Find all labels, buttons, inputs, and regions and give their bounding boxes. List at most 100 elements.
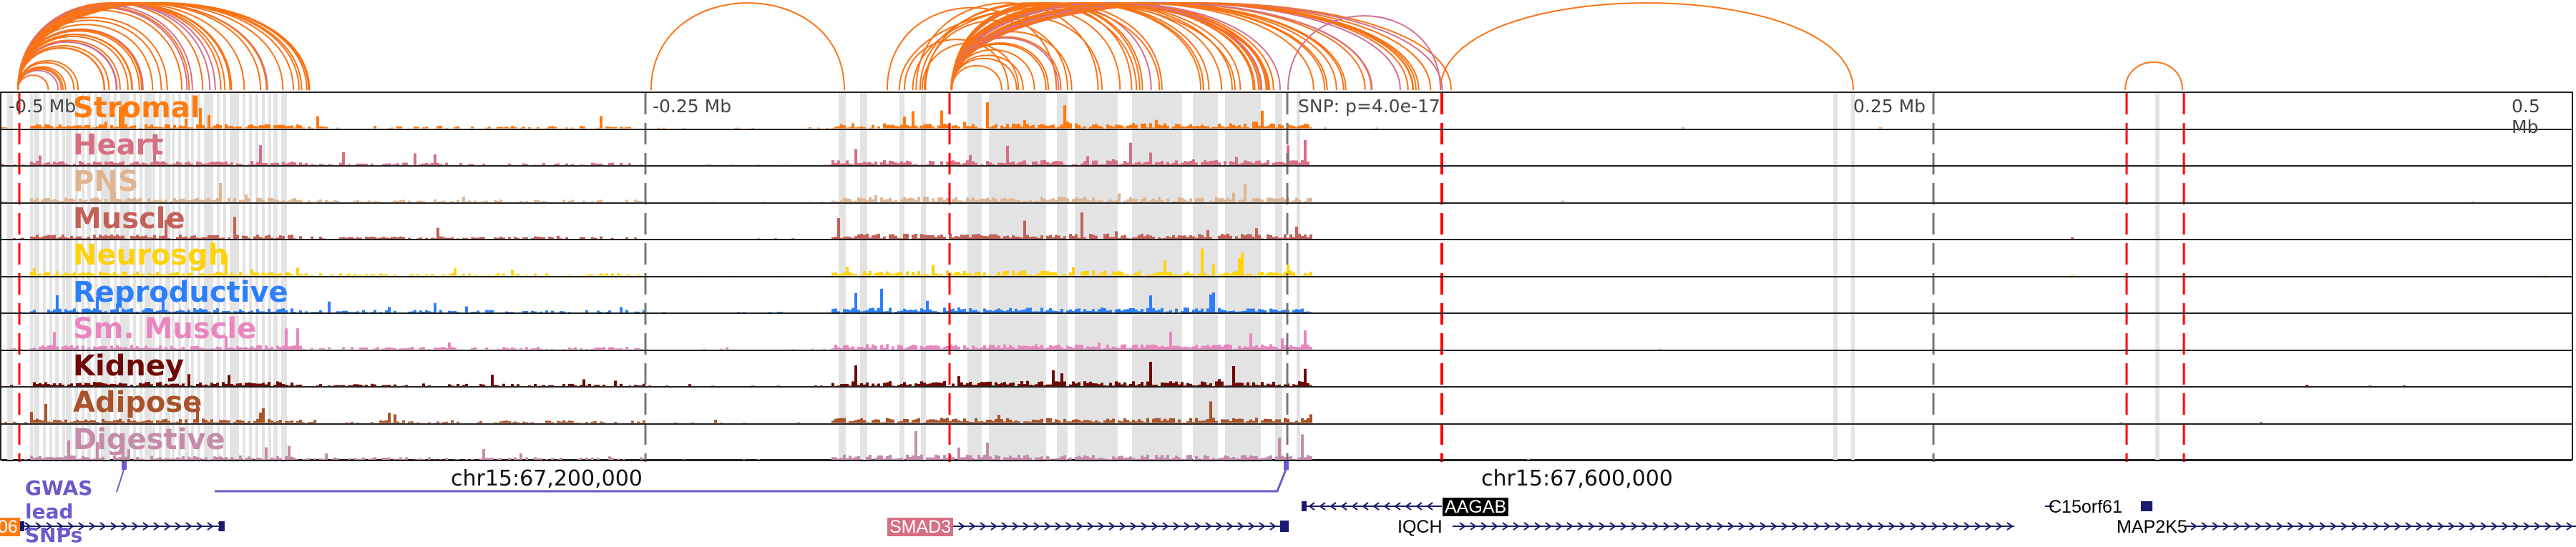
highlight-region	[236, 93, 239, 462]
highlight-region	[114, 93, 117, 462]
track-label: Stromal	[73, 92, 200, 124]
coordinate-left: chr15:67,200,000	[451, 466, 643, 491]
track-pns: PNS	[1, 165, 2572, 204]
highlight-region	[262, 93, 265, 462]
highlight-region	[94, 93, 97, 462]
axis-label-minus-0.25mb: -0.25 Mb	[653, 96, 732, 117]
loop-arc	[1287, 15, 1441, 91]
highlight-region	[36, 93, 39, 462]
highlight-region	[75, 93, 78, 462]
gene-aagab[interactable]: AAGAB	[1443, 498, 1509, 516]
highlight-region	[133, 93, 136, 462]
track-muscle: Muscle	[1, 202, 2572, 240]
signal-7	[10, 361, 2406, 386]
track-heart: Heart	[1, 128, 2572, 167]
track-kidney: Kidney	[1, 350, 2572, 388]
gwas-snp-marker[interactable]	[1284, 461, 1289, 470]
highlight-region	[255, 93, 258, 462]
highlight-region	[1275, 93, 1282, 462]
track-label: Digestive	[73, 423, 225, 456]
gene-map2k5[interactable]: MAP2K5	[2117, 517, 2187, 537]
loop-arc	[921, 42, 1020, 91]
highlight-region	[102, 93, 109, 462]
gene-iqch[interactable]: IQCH	[1397, 517, 1443, 537]
highlight-region	[30, 93, 33, 462]
track-label: PNS	[73, 165, 139, 198]
axis-label-minus-0.5mb: -0.5 Mb	[9, 96, 77, 117]
gwas-lead-snps-label: GWAS lead SNPs	[25, 476, 93, 547]
highlight-region	[243, 93, 245, 462]
highlight-region	[69, 93, 72, 462]
highlight-region	[205, 93, 213, 462]
highlight-region	[146, 93, 149, 462]
highlight-region	[204, 93, 207, 462]
highlight-region	[178, 93, 181, 462]
highlight-region	[1132, 93, 1182, 462]
loop-arc	[951, 42, 1050, 91]
signal-5	[19, 288, 1312, 312]
highlight-region	[1057, 93, 1068, 462]
highlight-region	[967, 93, 982, 462]
highlight-region	[107, 93, 110, 462]
track-label: Reproductive	[73, 275, 288, 309]
track-adipose: Adipose	[1, 386, 2572, 425]
loop-arc	[886, 6, 1058, 91]
signal-canvas	[1, 93, 2546, 462]
signal-0	[1, 102, 1882, 129]
highlight-region	[275, 93, 278, 462]
highlight-region	[165, 93, 168, 462]
highlight-region	[49, 93, 52, 462]
track-neurosgh: Neurosgh	[1, 239, 2572, 277]
highlight-region	[185, 93, 187, 462]
highlight-region	[839, 93, 846, 462]
track-label: Heart	[73, 128, 164, 162]
highlight-region	[281, 93, 284, 462]
highlight-region	[268, 93, 271, 462]
highlight-region	[140, 93, 142, 462]
loop-arc	[17, 66, 67, 91]
highlight-region	[230, 93, 233, 462]
track-digestive: Digestive	[1, 423, 2572, 461]
signal-6	[10, 328, 1662, 350]
gwas-snp-marker[interactable]	[122, 461, 127, 470]
highlight-region	[284, 93, 287, 462]
loop-arc	[951, 65, 1002, 91]
highlight-region	[34, 93, 37, 462]
highlight-region	[197, 93, 200, 462]
highlight-region	[120, 93, 123, 462]
loop-arc	[17, 39, 121, 91]
track-label: Adipose	[73, 386, 203, 419]
loop-arc	[912, 2, 1236, 91]
highlight-region	[223, 93, 226, 462]
chromatin-loop-arcs	[17, 2, 2183, 91]
highlight-region	[1833, 93, 1838, 462]
highlight-region	[101, 93, 104, 462]
track-label: Neurosgh	[73, 239, 229, 272]
gene-c15orf61[interactable]: C15orf61	[2049, 497, 2122, 517]
highlight-region	[127, 93, 130, 462]
highlight-region	[152, 93, 155, 462]
highlight-region	[2155, 93, 2160, 462]
highlight-region	[159, 93, 162, 462]
signal-tracks-panel: -0.5 Mb -0.25 Mb SNP: p=4.0e-17 0.25 Mb …	[0, 92, 2573, 462]
coordinate-right: chr15:67,600,000	[1481, 466, 1673, 491]
loop-arc	[17, 2, 284, 91]
loop-arc	[650, 2, 845, 91]
track-stromal: Stromal	[1, 92, 2572, 130]
axis-label-0.5mb: 0.5 Mb	[2512, 96, 2540, 137]
highlight-region	[210, 93, 213, 462]
highlight-region	[56, 93, 59, 462]
track-label: Sm. Muscle	[73, 312, 257, 345]
signal-8	[4, 401, 2263, 423]
highlight-region	[7, 93, 13, 462]
gene-06[interactable]: 06	[0, 518, 20, 536]
gene-smad3[interactable]: SMAD3	[887, 518, 954, 536]
signal-3	[13, 212, 2074, 239]
highlight-region	[989, 93, 1046, 462]
loop-arc	[924, 2, 1138, 91]
signal-4	[30, 248, 2546, 276]
loop-arc	[951, 2, 1326, 91]
loop-arc	[903, 39, 1010, 91]
highlight-region	[88, 93, 91, 462]
loop-arc	[17, 16, 168, 91]
